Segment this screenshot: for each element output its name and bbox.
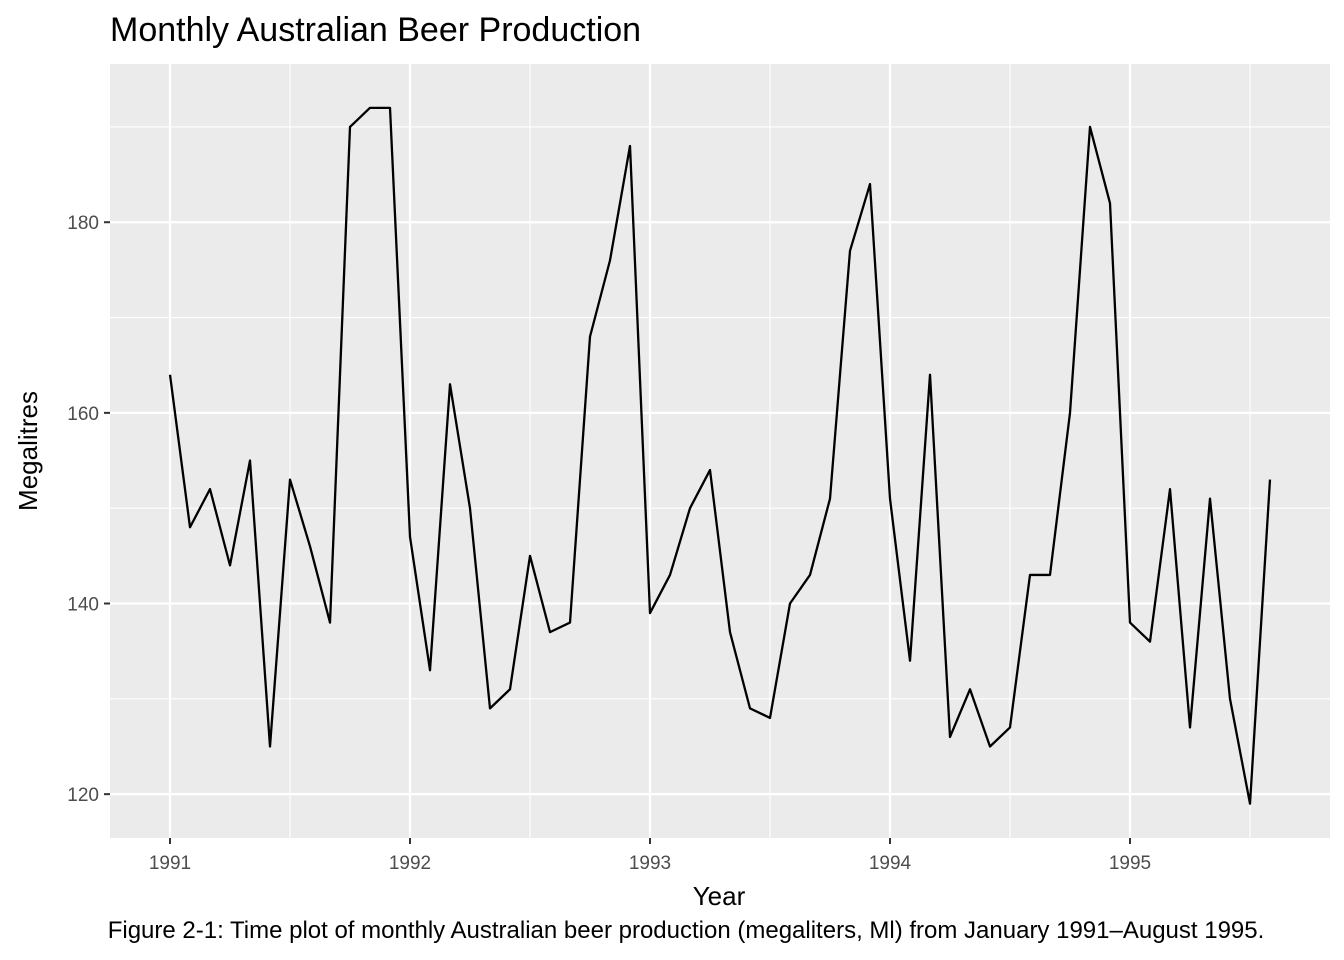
y-tick-label: 140 xyxy=(67,595,99,616)
x-tick-label: 1993 xyxy=(629,853,671,874)
y-axis-title: Megalitres xyxy=(13,391,43,511)
x-axis-title: Year xyxy=(693,881,746,911)
x-axis: 1991 1992 1993 1994 1995 xyxy=(149,838,1151,874)
series-line xyxy=(168,106,1272,805)
y-tick-label: 160 xyxy=(67,404,99,425)
x-tick-label: 1991 xyxy=(149,853,191,874)
y-axis: 120 140 160 180 xyxy=(67,213,110,806)
figure-caption: Figure 2-1: Time plot of monthly Austral… xyxy=(108,917,1265,944)
y-tick-label: 120 xyxy=(67,785,99,806)
x-tick-label: 1992 xyxy=(389,853,431,874)
major-gridlines xyxy=(110,64,1330,838)
x-tick-label: 1995 xyxy=(1109,853,1151,874)
y-tick-label: 180 xyxy=(67,213,99,234)
minor-gridlines xyxy=(110,64,1330,838)
plot-panel xyxy=(110,64,1330,838)
x-tick-label: 1994 xyxy=(869,853,912,874)
chart-title: Monthly Australian Beer Production xyxy=(110,11,641,49)
